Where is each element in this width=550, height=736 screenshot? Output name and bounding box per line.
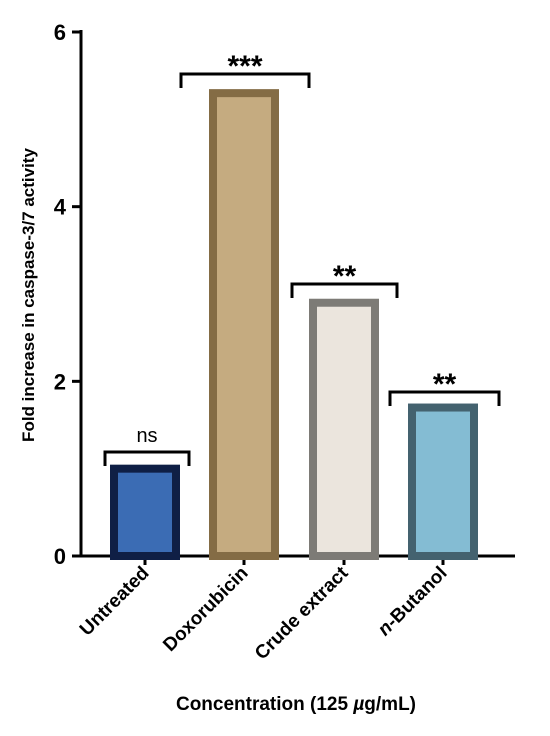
x-tick-label: Crude extract — [251, 562, 353, 664]
bar — [209, 89, 279, 560]
x-tick-label-text: -Butanol — [382, 563, 451, 632]
x-tick-label-text: Doxorubicin — [159, 563, 252, 656]
x-tick-label-text: Untreated — [76, 563, 154, 641]
x-axis-title: Concentration (125 µg/mL) — [176, 694, 416, 715]
bars — [110, 89, 478, 560]
y-tick-label: 4 — [54, 195, 67, 220]
x-tick-label: Untreated — [76, 563, 154, 641]
x-axis-title-part-1: Concentration (125 — [176, 694, 353, 715]
significance-annotations: ns******* — [103, 50, 501, 466]
y-tick-label: 0 — [54, 544, 66, 569]
significance-bracket — [179, 72, 311, 88]
x-axis-title-part-2: g/mL) — [364, 694, 416, 715]
x-axis-title-mu: µ — [352, 694, 364, 715]
x-tick-label: Doxorubicin — [159, 563, 252, 656]
x-tick-label-text: Crude extract — [251, 562, 353, 664]
bar — [110, 464, 180, 560]
significance-label: ** — [433, 368, 457, 401]
significance-bracket — [103, 450, 191, 466]
bar — [309, 298, 379, 560]
y-tick-label: 2 — [54, 369, 66, 394]
significance-bracket — [290, 282, 399, 298]
significance-bracket — [388, 390, 501, 406]
significance-label: ** — [333, 260, 357, 293]
y-axis-title: Fold increase in caspase-3/7 activity — [19, 148, 38, 442]
bar — [408, 403, 478, 560]
y-tick-label: 6 — [54, 20, 66, 45]
significance-label: *** — [227, 50, 262, 83]
significance-label: ns — [136, 425, 157, 447]
x-tick-label: n-Butanol — [374, 563, 452, 641]
